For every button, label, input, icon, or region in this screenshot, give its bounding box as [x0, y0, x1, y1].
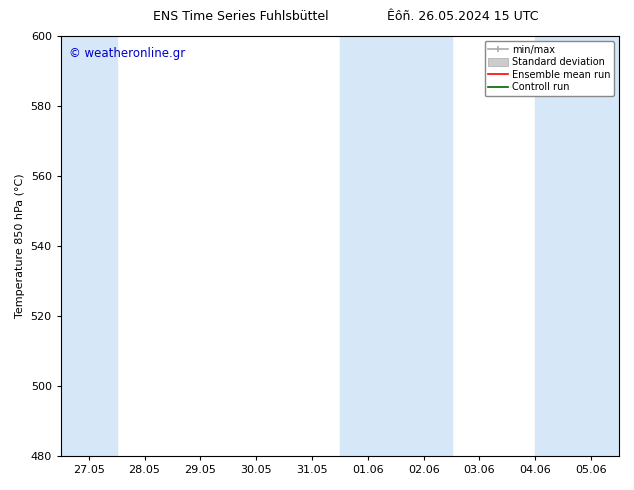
Bar: [61, 36, 117, 456]
Legend: min/max, Standard deviation, Ensemble mean run, Controll run: min/max, Standard deviation, Ensemble me…: [484, 41, 614, 96]
Text: © weatheronline.gr: © weatheronline.gr: [69, 47, 186, 60]
Bar: [535, 36, 619, 456]
Text: Êôñ. 26.05.2024 15 UTC: Êôñ. 26.05.2024 15 UTC: [387, 10, 538, 23]
Bar: [340, 36, 451, 456]
Y-axis label: Temperature 850 hPa (°C): Temperature 850 hPa (°C): [15, 174, 25, 318]
Text: ENS Time Series Fuhlsbüttel: ENS Time Series Fuhlsbüttel: [153, 10, 329, 23]
